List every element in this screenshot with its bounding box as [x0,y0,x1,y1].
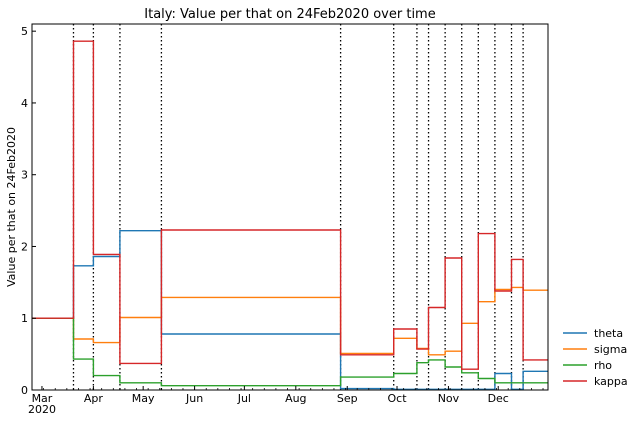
y-tick-label-5: 5 [21,25,28,38]
x-tick-label-Nov: Nov [438,392,460,405]
x-tick-label-Apr: Apr [84,392,104,405]
x-tick-label-May: May [132,392,155,405]
legend: theta sigma rho kappa [563,327,628,388]
x-tick-label-Jul: Jul [237,392,251,405]
change-point-lines [72,24,524,390]
x-tick-label-Aug: Aug [285,392,306,405]
y-tick-label-0: 0 [21,384,28,397]
series-line-rho [32,317,548,387]
series-line-kappa [32,40,548,370]
plot-frame [31,23,549,391]
x-tick-label-Mar: Mar [32,392,53,405]
legend-label-theta: theta [594,327,623,340]
legend-label-kappa: kappa [594,375,628,388]
series-line-theta [32,230,548,390]
legend-label-rho: rho [594,359,612,372]
axes [31,23,549,391]
x-tick-label-Jun: Jun [185,392,203,405]
y-ticks: 0 1 2 3 4 5 [21,25,36,397]
y-tick-label-2: 2 [21,240,28,253]
y-axis-label: Value per that on 24Feb2020 [5,127,18,287]
x-tick-sublabel-Mar: 2020 [28,403,56,416]
y-tick-label-3: 3 [21,169,28,182]
x-tick-label-Dec: Dec [488,392,509,405]
chart-title: Italy: Value per that on 24Feb2020 over … [144,7,435,22]
series-line-sigma [32,286,548,356]
x-tick-label-Oct: Oct [388,392,408,405]
y-tick-label-1: 1 [21,312,28,325]
legend-label-sigma: sigma [594,343,627,356]
series-lines [32,40,548,390]
x-tick-label-Sep: Sep [337,392,358,405]
y-tick-label-4: 4 [21,97,28,110]
